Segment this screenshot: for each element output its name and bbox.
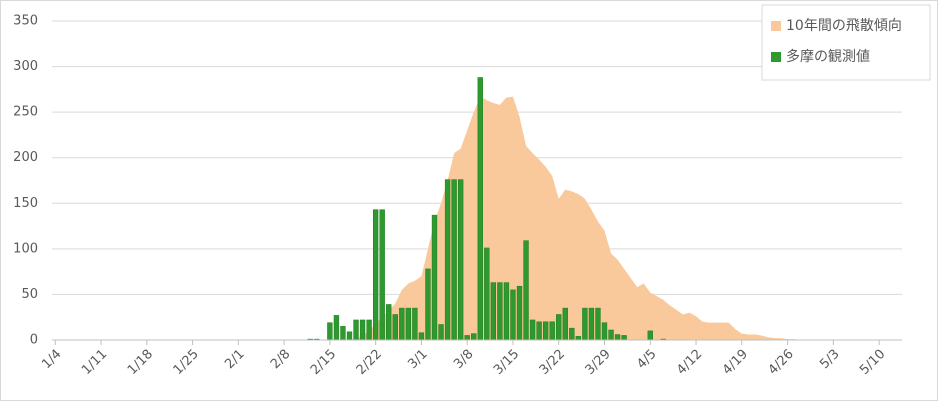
legend-swatch xyxy=(771,21,781,31)
bar xyxy=(444,179,451,341)
bar xyxy=(614,334,621,341)
bar xyxy=(562,307,568,341)
bar xyxy=(595,307,601,341)
bar xyxy=(536,321,542,341)
legend-swatch xyxy=(771,52,781,62)
bar xyxy=(510,289,516,341)
bar xyxy=(405,307,412,341)
bar xyxy=(412,307,418,341)
bar xyxy=(464,335,470,341)
bar xyxy=(379,209,385,341)
legend-box xyxy=(761,4,931,81)
y-tick-label: 150 xyxy=(13,196,38,211)
bar xyxy=(503,282,510,341)
legend-label: 10年間の飛散傾向 xyxy=(786,18,902,34)
bar xyxy=(556,314,562,341)
bar xyxy=(399,307,405,341)
bar xyxy=(497,282,503,341)
bar xyxy=(392,314,398,341)
y-tick-label: 50 xyxy=(21,287,38,302)
bar xyxy=(327,322,333,341)
y-tick-label: 100 xyxy=(13,241,38,256)
bar xyxy=(346,331,353,341)
bar xyxy=(601,322,608,341)
bar xyxy=(529,319,536,341)
y-tick-label: 200 xyxy=(13,150,38,165)
bar xyxy=(333,315,340,341)
bar xyxy=(353,319,359,341)
bar xyxy=(608,329,614,341)
bar xyxy=(359,319,366,341)
bar xyxy=(386,304,392,341)
bar xyxy=(569,327,575,341)
bar xyxy=(340,326,346,341)
bar xyxy=(484,247,490,341)
bar xyxy=(542,321,549,341)
bar xyxy=(549,321,555,341)
y-tick-label: 350 xyxy=(13,14,38,29)
bar xyxy=(621,335,627,341)
bar xyxy=(647,330,653,341)
y-tick-label: 0 xyxy=(30,333,38,348)
y-tick-label: 250 xyxy=(13,105,38,120)
legend-label: 多摩の観測値 xyxy=(786,48,870,65)
bar xyxy=(418,332,425,341)
area xyxy=(55,96,899,340)
bar xyxy=(575,336,582,341)
bar xyxy=(438,324,444,341)
bar xyxy=(588,307,595,341)
bar xyxy=(471,333,477,341)
bar xyxy=(477,77,483,341)
bar xyxy=(490,282,497,341)
bar xyxy=(516,285,523,341)
bar xyxy=(366,319,372,341)
bar xyxy=(431,214,438,341)
bar xyxy=(582,307,588,341)
bar xyxy=(451,179,457,341)
bar xyxy=(372,209,379,341)
bar xyxy=(523,240,529,341)
bar xyxy=(457,179,464,341)
bar xyxy=(425,268,431,341)
y-tick-label: 300 xyxy=(13,59,38,74)
